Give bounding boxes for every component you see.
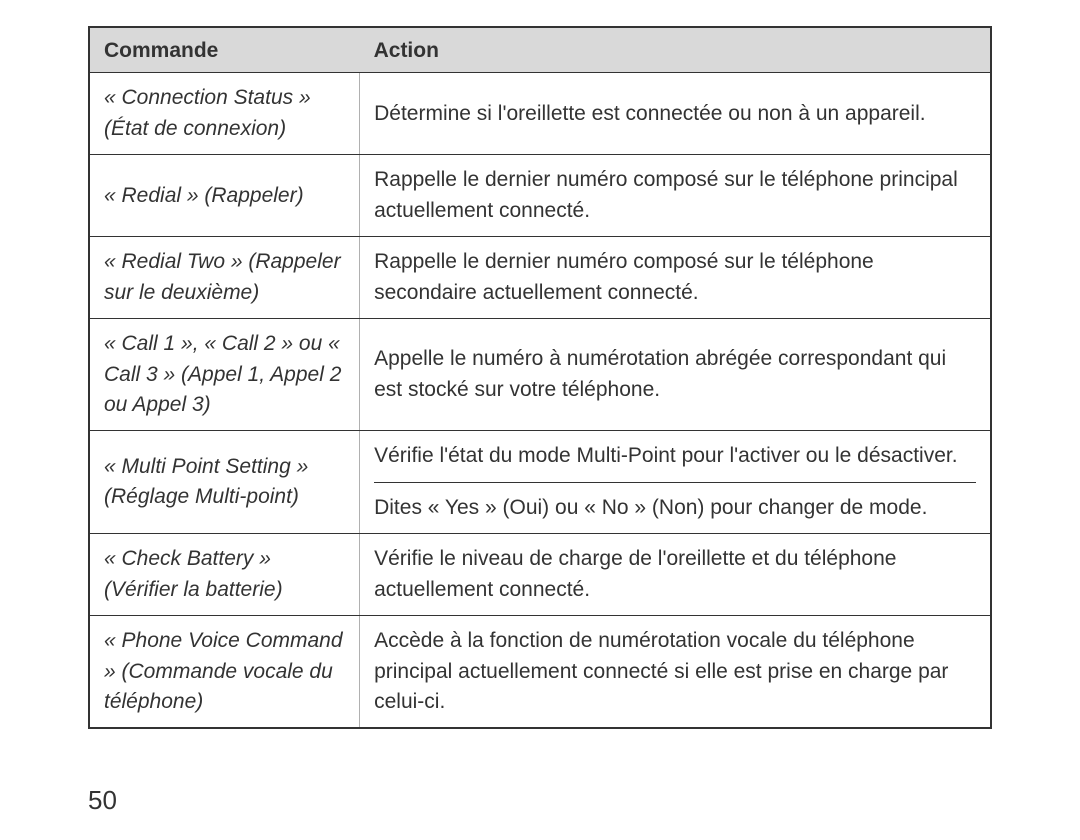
- table-row: « Multi Point Setting » (Réglage Multi-p…: [89, 431, 991, 534]
- cell-action: Accède à la fonction de numérotation voc…: [360, 616, 991, 729]
- cell-command: « Connection Status » (État de connexion…: [89, 73, 360, 155]
- cell-command: « Redial Two » (Rappeler sur le deuxième…: [89, 237, 360, 319]
- cell-action: Vérifie l'état du mode Multi-Point pour …: [360, 431, 991, 534]
- table-row: « Phone Voice Command » (Commande vocale…: [89, 616, 991, 729]
- header-action: Action: [360, 27, 991, 73]
- cell-action-part1: Vérifie l'état du mode Multi-Point pour …: [374, 441, 976, 482]
- page-number: 50: [88, 785, 117, 816]
- table-row: « Redial Two » (Rappeler sur le deuxième…: [89, 237, 991, 319]
- header-command: Commande: [89, 27, 360, 73]
- cell-command: « Check Battery » (Vérifier la batterie): [89, 534, 360, 616]
- table-header-row: Commande Action: [89, 27, 991, 73]
- cell-action: Vérifie le niveau de charge de l'oreille…: [360, 534, 991, 616]
- commands-table: Commande Action « Connection Status » (É…: [88, 26, 992, 729]
- cell-action: Rappelle le dernier numéro composé sur l…: [360, 155, 991, 237]
- cell-action: Appelle le numéro à numérotation abrégée…: [360, 319, 991, 431]
- cell-action: Détermine si l'oreillette est connectée …: [360, 73, 991, 155]
- cell-command: « Redial » (Rappeler): [89, 155, 360, 237]
- table-row: « Check Battery » (Vérifier la batterie)…: [89, 534, 991, 616]
- table-row: « Call 1 », « Call 2 » ou « Call 3 » (Ap…: [89, 319, 991, 431]
- cell-command: « Phone Voice Command » (Commande vocale…: [89, 616, 360, 729]
- table-row: « Connection Status » (État de connexion…: [89, 73, 991, 155]
- cell-action: Rappelle le dernier numéro composé sur l…: [360, 237, 991, 319]
- table-row: « Redial » (Rappeler) Rappelle le dernie…: [89, 155, 991, 237]
- cell-command: « Multi Point Setting » (Réglage Multi-p…: [89, 431, 360, 534]
- cell-command: « Call 1 », « Call 2 » ou « Call 3 » (Ap…: [89, 319, 360, 431]
- cell-action-part2: Dites « Yes » (Oui) ou « No » (Non) pour…: [374, 493, 976, 523]
